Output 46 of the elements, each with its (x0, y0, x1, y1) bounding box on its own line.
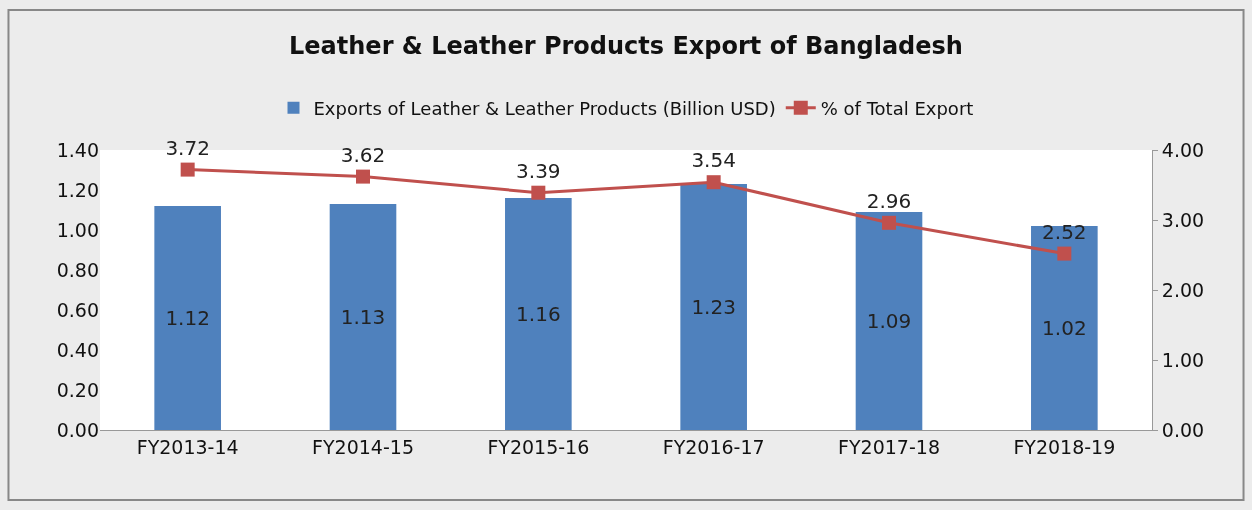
y2-tick-label: 1.00 (1161, 348, 1205, 371)
chart-title: Leather & Leather Products Export of Bangladesh (289, 32, 963, 61)
legend-label: Exports of Leather & Leather Products (Billion USD) (313, 97, 776, 119)
y2-tick-label: 2.00 (1161, 278, 1205, 301)
y-tick-label: 1.00 (56, 218, 99, 241)
data-label: 3.62 (340, 142, 386, 167)
data-label: 1.13 (340, 305, 386, 329)
x-tick-label: FY2016-17 (662, 435, 765, 458)
data-label: 1.09 (866, 309, 912, 333)
y-tick-label: 1.20 (56, 178, 99, 201)
x-tick-label: FY2013-14 (136, 435, 239, 458)
point (180, 162, 195, 177)
bar (855, 212, 923, 430)
x-tick-label: FY2018-19 (1013, 435, 1116, 458)
y-tick-label: 1.40 (56, 138, 99, 161)
x-tick-label: FY2014-15 (312, 435, 414, 458)
point (706, 175, 721, 190)
y-tick-label: 0.80 (56, 258, 99, 281)
y2-tick-label: 3.00 (1161, 208, 1205, 231)
bar (329, 204, 397, 430)
data-label: 1.02 (1042, 316, 1087, 340)
bar (680, 184, 747, 430)
y2-tick-label: 0.00 (1161, 418, 1205, 441)
data-label: 2.96 (866, 189, 912, 214)
y-tick-label: 0.60 (56, 298, 99, 321)
data-label: 3.39 (516, 158, 561, 183)
y2-tick-label: 4.00 (1161, 138, 1205, 161)
x-tick-label: FY2017-18 (838, 435, 940, 458)
data-label: 2.52 (1042, 219, 1087, 244)
data-label: 3.54 (691, 148, 736, 173)
point (1057, 246, 1072, 261)
point (531, 185, 546, 200)
data-label: 1.16 (516, 302, 561, 326)
y-tick-label: 0.20 (56, 378, 99, 401)
y-tick-label: 0.40 (56, 338, 99, 361)
point (356, 169, 370, 184)
x-tick-label: FY2015-16 (487, 435, 590, 458)
bar (1031, 226, 1098, 430)
legend-label: % of Total Export (820, 97, 974, 119)
data-label: 3.72 (165, 135, 210, 160)
point (882, 215, 896, 230)
y-tick-label: 0.00 (56, 418, 99, 441)
data-label: 1.12 (165, 306, 210, 330)
bar (154, 206, 221, 430)
data-label: 1.23 (691, 295, 736, 319)
bar (505, 198, 572, 430)
